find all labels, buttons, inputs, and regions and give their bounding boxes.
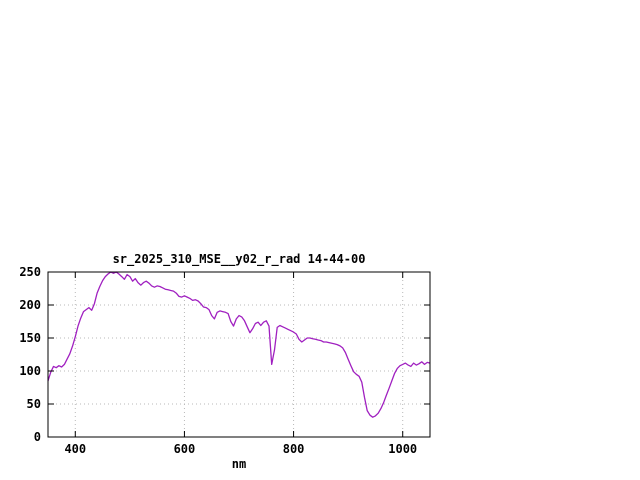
y-tick-label: 50	[27, 397, 41, 411]
y-tick-label: 150	[19, 331, 41, 345]
y-tick-label: 250	[19, 265, 41, 279]
x-axis-label: nm	[232, 457, 246, 471]
x-tick-label: 400	[64, 442, 86, 456]
x-tick-label: 800	[283, 442, 305, 456]
y-tick-label: 100	[19, 364, 41, 378]
grid	[48, 271, 430, 438]
plot-border	[47, 271, 431, 438]
spectrum-line	[47, 271, 431, 418]
x-tick-label: 600	[174, 442, 196, 456]
axis-ticks: 400 600 800 1000 0 50 100 150 200 250	[19, 265, 430, 456]
x-tick-label: 1000	[388, 442, 417, 456]
spectrum-curve	[47, 271, 431, 418]
y-tick-label: 0	[34, 430, 41, 444]
chart-title: sr_2025_310_MSE__y02_r_rad 14-44-00	[113, 252, 366, 267]
y-tick-label: 200	[19, 298, 41, 312]
